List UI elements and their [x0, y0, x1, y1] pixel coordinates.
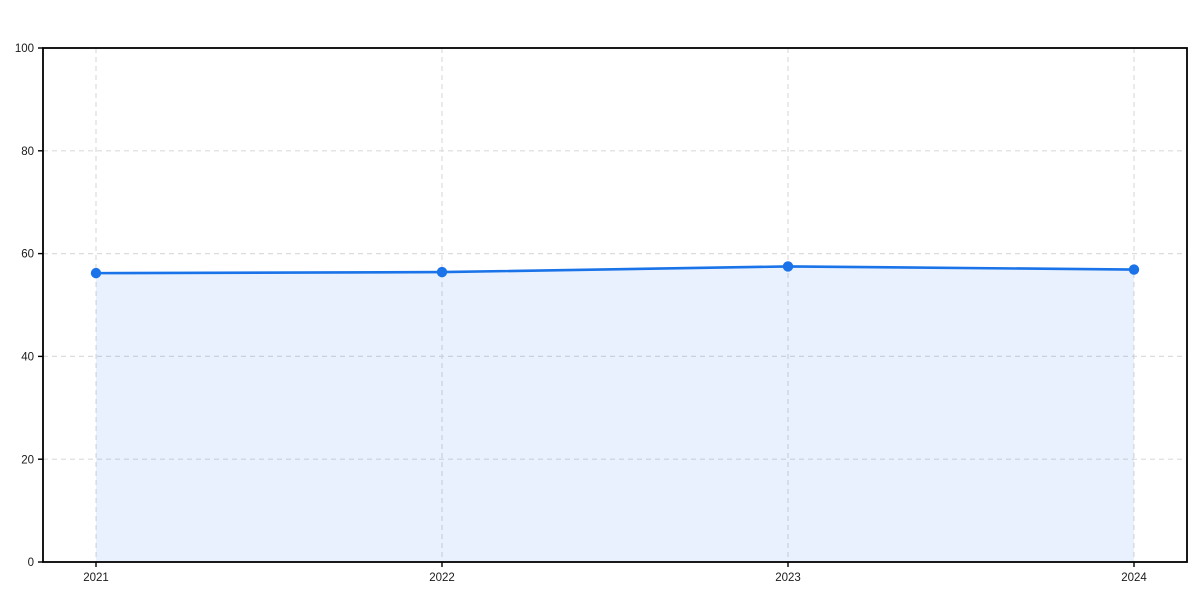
y-axis-ticks: 0 20 40 60 80 100	[15, 43, 43, 569]
svg-text:2024: 2024	[1121, 572, 1147, 584]
svg-text:2022: 2022	[429, 572, 455, 584]
svg-text:60: 60	[21, 249, 34, 261]
svg-text:2021: 2021	[83, 572, 109, 584]
svg-text:80: 80	[21, 146, 34, 158]
axes-box	[42, 47, 1188, 563]
svg-text:2023: 2023	[775, 572, 801, 584]
data-point-markers	[90, 261, 1140, 279]
svg-text:100: 100	[15, 43, 34, 55]
svg-text:40: 40	[21, 352, 34, 364]
area-fill	[96, 266, 1134, 562]
gridlines	[43, 48, 1187, 562]
x-axis-ticks: 2021 2022 2023 2024	[83, 562, 1147, 584]
trend-line	[94, 265, 1136, 275]
svg-text:20: 20	[21, 454, 34, 466]
svg-text:0: 0	[28, 557, 34, 569]
